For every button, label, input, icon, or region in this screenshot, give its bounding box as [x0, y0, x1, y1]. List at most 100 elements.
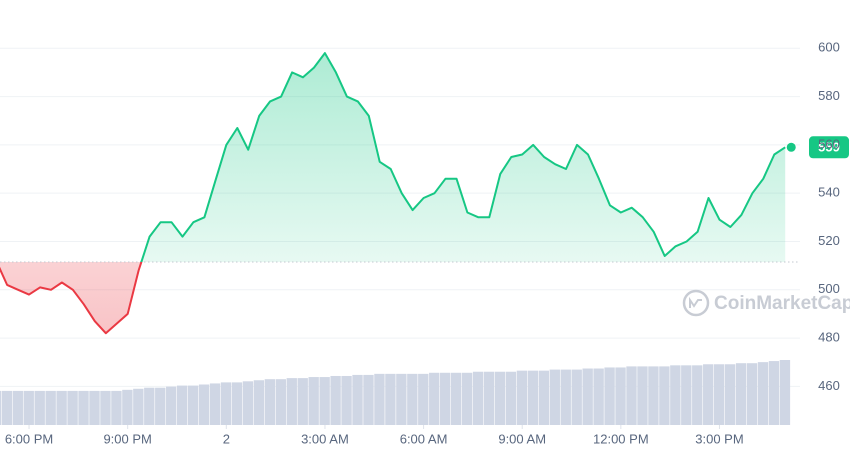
volume-bar: [527, 370, 539, 425]
x-tick-label: 2: [223, 431, 230, 446]
volume-bar: [385, 373, 396, 425]
volume-bar: [352, 374, 363, 425]
volume-bar: [549, 369, 560, 425]
watermark-logo: [682, 289, 710, 317]
volume-bar: [582, 368, 593, 425]
volume-bar: [319, 377, 330, 425]
volume-bar: [220, 382, 232, 425]
watermark: CoinMarketCap: [682, 289, 850, 317]
volume-bar: [735, 363, 747, 425]
price-tag: [809, 136, 849, 159]
volume-bar: [176, 385, 188, 425]
volume-bar: [615, 367, 626, 425]
volume-bar: [560, 369, 571, 425]
volume-bar: [571, 369, 582, 425]
x-tick-label: 12:00 PM: [593, 431, 649, 446]
volume-bar: [768, 361, 780, 425]
volume-bar: [505, 371, 517, 425]
y-tick-label: 500: [818, 281, 840, 296]
price-tag-label: 559: [818, 140, 840, 155]
x-tick-label: 3:00 AM: [301, 431, 349, 446]
y-tick-label: 460: [818, 378, 840, 393]
y-tick-label: 540: [818, 185, 840, 200]
volume-bar: [396, 373, 407, 425]
volume-bar: [724, 364, 736, 425]
volume-bar: [0, 390, 2, 425]
volume-bar: [418, 373, 429, 425]
y-tick-label: 520: [818, 233, 840, 248]
volume-bar: [703, 364, 714, 425]
volume-bar: [779, 360, 791, 425]
volume-bar: [648, 366, 659, 425]
volume-bar: [692, 365, 703, 425]
volume-bar: [330, 375, 341, 425]
volume-bar: [144, 387, 155, 425]
volume-bar: [111, 390, 122, 425]
volume-bar: [494, 371, 506, 425]
volume-bar: [122, 389, 133, 425]
volume-bar: [12, 390, 23, 425]
last-point: [786, 142, 796, 152]
watermark-logo-mark: [689, 296, 702, 308]
y-tick-label: 600: [818, 40, 840, 55]
volume-bar: [187, 385, 199, 425]
volume-bar: [308, 377, 319, 425]
volume-bar: [100, 390, 111, 425]
volume-bar: [637, 366, 648, 425]
volume-bar: [746, 363, 758, 425]
volume-bar: [483, 371, 495, 425]
plot: 559: [0, 52, 849, 335]
volume-bar: [593, 368, 604, 425]
volume-bar: [681, 365, 692, 425]
volume-bar: [429, 372, 440, 425]
area-down: [0, 262, 786, 334]
volume-bar: [341, 375, 352, 425]
price-line-up: [140, 52, 786, 263]
area-up: [141, 53, 786, 263]
volume-bar: [67, 390, 78, 425]
volume-bar: [166, 386, 177, 425]
volume-bar: [604, 367, 615, 425]
volume-bar: [461, 372, 473, 425]
volume-bar: [56, 390, 67, 425]
watermark-text: CoinMarketCap: [714, 293, 850, 314]
volume-bar: [275, 379, 286, 425]
volume-bars: [0, 360, 791, 425]
volume-bar: [286, 378, 297, 425]
volume-bar: [538, 370, 550, 425]
volume-bar: [264, 379, 276, 425]
x-tick-label: 3:00 PM: [695, 431, 743, 446]
y-tick-label: 560: [818, 136, 840, 151]
volume-bar: [133, 388, 144, 425]
volume-bar: [45, 390, 56, 425]
volume-bar: [242, 381, 254, 425]
y-tick-label: 580: [818, 88, 840, 103]
volume-bar: [198, 384, 210, 425]
volume-bar: [450, 372, 462, 425]
x-tick-label: 6:00 PM: [5, 431, 53, 446]
x-tick-label: 9:00 AM: [498, 431, 546, 446]
volume-bar: [757, 362, 769, 425]
volume-bar: [472, 371, 484, 425]
axes: 460 480 500 520 540 560 580 600 6:00 PM 9:00 PM 2 3…: [5, 40, 840, 447]
volume-bar: [516, 370, 528, 425]
volume-bar: [34, 390, 45, 425]
x-tick-label: 9:00 PM: [103, 431, 151, 446]
volume-bar: [89, 390, 100, 425]
volume-bar: [253, 380, 265, 425]
volume-bar: [363, 374, 374, 425]
volume-bar: [713, 364, 725, 425]
volume-bar: [1, 390, 13, 425]
volume-bar: [659, 366, 670, 425]
volume-bar: [155, 387, 166, 425]
volume-bar: [670, 365, 681, 425]
volume-bar: [374, 373, 385, 425]
volume-bar: [297, 378, 308, 425]
y-tick-label: 480: [818, 330, 840, 345]
volume-bar: [23, 390, 34, 425]
volume-bar: [440, 372, 451, 425]
volume-bar: [78, 390, 89, 425]
volume-bar: [231, 382, 243, 425]
volume-bar: [407, 373, 418, 425]
